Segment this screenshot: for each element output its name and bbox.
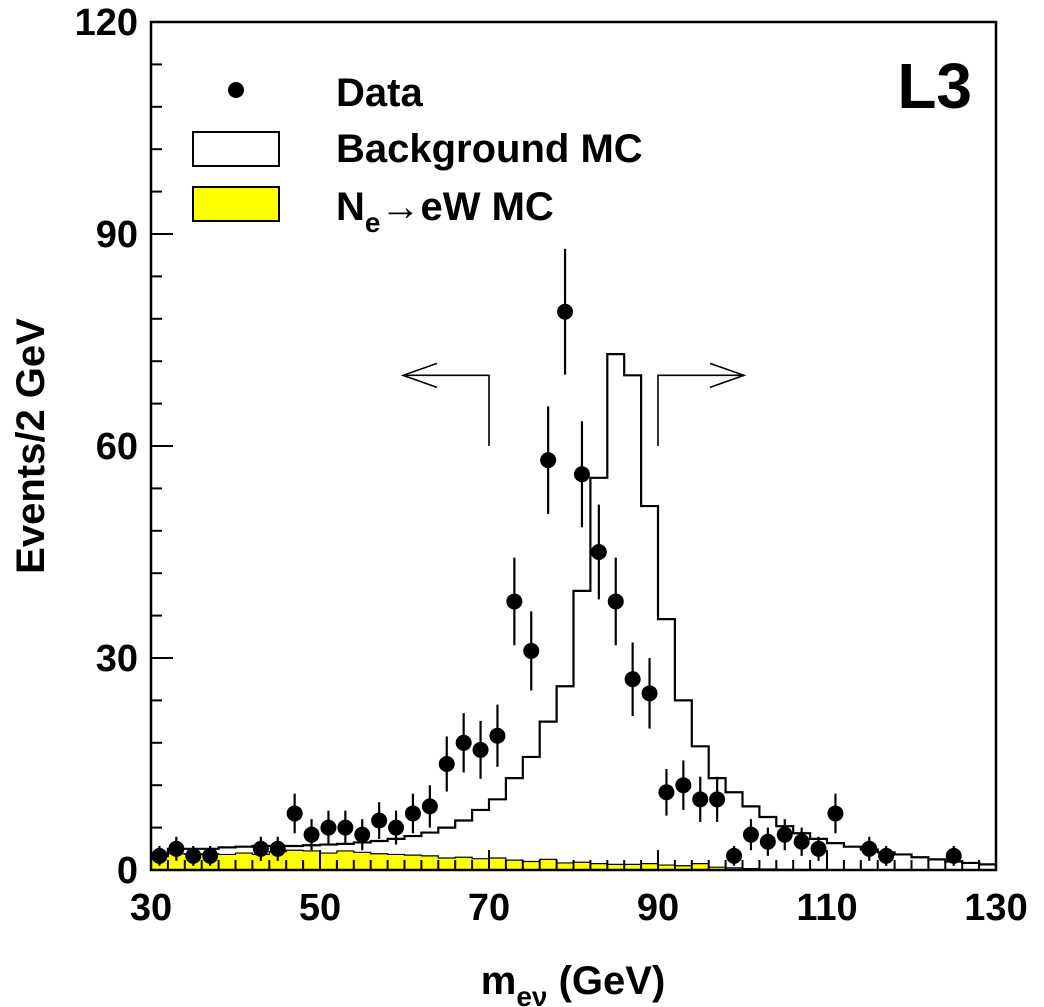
data-points	[151, 248, 962, 866]
legend-signal-label: Ne→eW MC	[336, 185, 554, 238]
legend-background-swatch	[192, 131, 280, 167]
legend-signal-post: eW MC	[420, 185, 553, 229]
data-point	[404, 805, 421, 822]
data-point	[607, 593, 624, 610]
cut-markers	[400, 362, 747, 446]
data-point	[320, 819, 337, 836]
data-point	[303, 826, 320, 843]
data-point	[286, 805, 303, 822]
data-point	[827, 805, 844, 822]
legend: Data Background MC Ne→eW MC	[192, 71, 643, 238]
data-point	[573, 466, 590, 483]
y-tick-label: 60	[96, 426, 138, 468]
data-point	[540, 452, 557, 469]
y-tick-label: 30	[96, 638, 138, 680]
data-point	[371, 812, 388, 829]
data-point	[252, 840, 269, 857]
data-point	[337, 819, 354, 836]
data-point	[421, 798, 438, 815]
x-tick-label: 90	[637, 887, 679, 929]
data-point	[151, 847, 168, 864]
y-tick-label: 120	[75, 2, 138, 44]
data-point	[388, 819, 405, 836]
legend-signal-sub: e	[365, 207, 381, 238]
data-point	[641, 685, 658, 702]
data-point	[861, 840, 878, 857]
cut-marker-right	[657, 362, 747, 446]
data-point	[624, 671, 641, 688]
data-point	[168, 840, 185, 857]
x-tick-label: 50	[299, 887, 341, 929]
data-point	[692, 791, 709, 808]
x-axis-title: meν (GeV)	[481, 959, 666, 1007]
data-point	[557, 303, 574, 320]
x-axis-title-unit: (GeV)	[547, 959, 665, 1003]
legend-background-label: Background MC	[336, 127, 643, 171]
data-point	[506, 593, 523, 610]
y-tick-label: 0	[117, 850, 138, 892]
data-point	[455, 734, 472, 751]
legend-signal-swatch	[192, 186, 280, 222]
data-point	[489, 727, 506, 744]
x-axis-title-main: m	[481, 959, 517, 1003]
data-point	[675, 777, 692, 794]
x-tick-label: 70	[468, 887, 510, 929]
y-axis-title: Events/2 GeV	[9, 318, 53, 574]
data-point	[742, 826, 759, 843]
data-point	[202, 847, 219, 864]
data-point	[793, 833, 810, 850]
axis-ticks	[150, 21, 997, 871]
x-tick-label: 110	[796, 887, 857, 929]
background-histogram	[151, 353, 996, 866]
x-axis-title-sub: eν	[516, 981, 547, 1007]
data-point	[726, 847, 743, 864]
data-point	[878, 847, 895, 864]
data-point	[354, 826, 371, 843]
background-histogram-line	[151, 353, 996, 866]
data-point	[472, 741, 489, 758]
data-point	[945, 847, 962, 864]
data-point	[590, 544, 607, 560]
data-point	[658, 784, 675, 801]
data-point	[709, 791, 726, 808]
cut-marker-left	[400, 362, 490, 446]
data-point	[185, 847, 202, 864]
x-tick-label: 130	[964, 887, 1027, 929]
data-point	[523, 642, 540, 659]
legend-data-marker	[228, 82, 244, 98]
data-point	[810, 840, 827, 857]
data-point	[759, 833, 776, 850]
data-point	[776, 826, 793, 843]
experiment-badge: L3	[897, 50, 972, 122]
x-tick-label: 30	[130, 887, 172, 929]
data-point	[269, 840, 286, 857]
legend-data-label: Data	[336, 71, 423, 115]
legend-signal-pre: N	[336, 185, 365, 229]
y-tick-label: 90	[96, 214, 138, 256]
data-point	[438, 756, 455, 772]
legend-signal-arrow: →	[380, 185, 420, 229]
